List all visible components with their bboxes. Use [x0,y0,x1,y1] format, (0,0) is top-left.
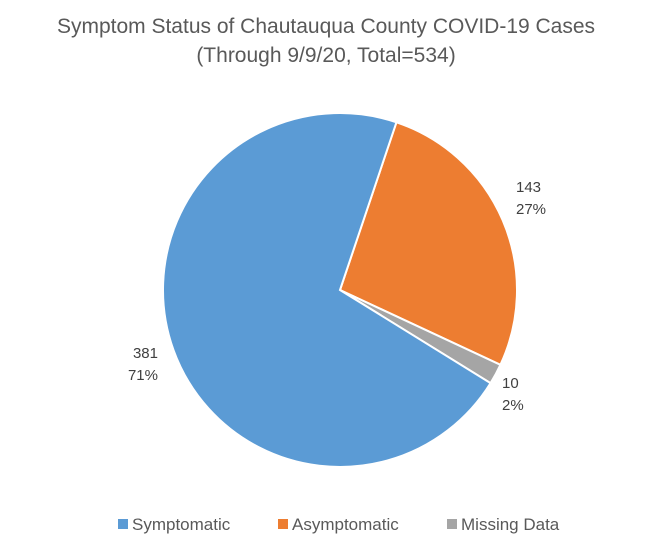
legend-swatch-symptomatic [118,519,128,529]
chart-title: Symptom Status of Chautauqua County COVI… [57,15,595,38]
chart-subtitle: (Through 9/9/20, Total=534) [196,44,455,67]
data-label-percent-missing-data: 2% [502,397,524,414]
pie-slice-asymptomatic [338,120,518,367]
pie-slice-symptomatic [162,112,492,468]
legend-swatch-missing-data [447,519,457,529]
legend-label-asymptomatic: Asymptomatic [292,515,399,534]
legend: Symptomatic Asymptomatic Missing Data [118,515,560,534]
legend-swatch-asymptomatic [278,519,288,529]
data-label-value-missing-data: 10 [502,375,519,392]
pie-slices [162,112,518,468]
data-label-value-asymptomatic: 143 [516,179,541,196]
data-label-percent-asymptomatic: 27% [516,201,546,218]
legend-label-symptomatic: Symptomatic [132,515,231,534]
data-label-value-symptomatic: 381 [133,345,158,362]
data-label-percent-symptomatic: 71% [128,367,158,384]
data-labels: 381 71% 143 27% 10 2% [128,179,546,414]
legend-label-missing-data: Missing Data [461,515,560,534]
